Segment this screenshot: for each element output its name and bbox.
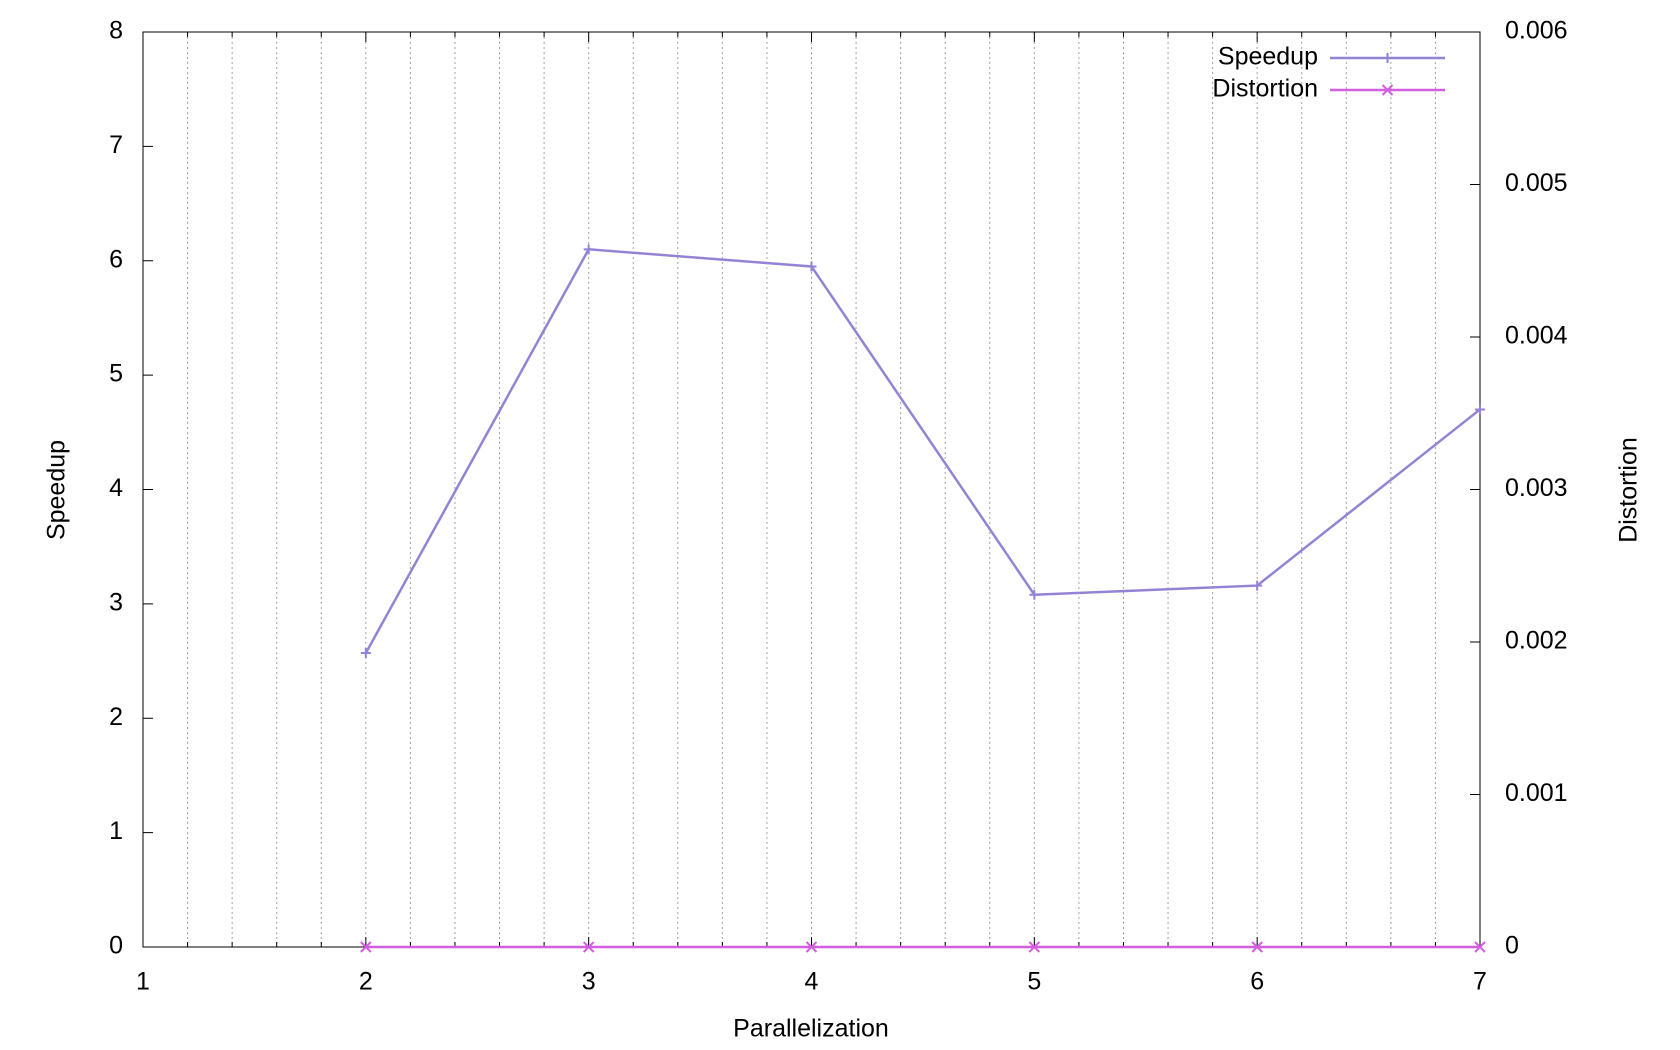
plot-frame xyxy=(142,31,1481,948)
point xyxy=(1381,84,1394,96)
x-axis-label: Parallelization xyxy=(733,1015,889,1043)
x-tick-label: 5 xyxy=(1027,968,1041,996)
x-tick-label: 1 xyxy=(136,968,150,996)
y2-tick-label: 0 xyxy=(1505,932,1519,960)
point xyxy=(1251,941,1263,953)
point xyxy=(1382,53,1393,63)
y-tick-label: 4 xyxy=(109,474,123,502)
x-tick-label: 3 xyxy=(582,968,596,996)
y-axis-label: Speedup xyxy=(43,440,71,540)
y2-tick-label: 0.004 xyxy=(1505,322,1568,350)
point xyxy=(360,941,372,953)
x-tick-label: 6 xyxy=(1250,968,1264,996)
point xyxy=(806,261,817,272)
x-tick-label: 2 xyxy=(359,968,373,996)
point xyxy=(1475,404,1485,415)
y2-tick-label: 0.005 xyxy=(1505,169,1568,197)
y-tick-label: 7 xyxy=(109,131,123,159)
x-tick-label: 7 xyxy=(1473,968,1487,996)
y-tick-label: 2 xyxy=(109,703,123,731)
y-tick-label: 0 xyxy=(109,932,123,960)
point xyxy=(583,244,594,255)
y-tick-label: 3 xyxy=(109,588,123,616)
y2-tick-label: 0.003 xyxy=(1505,474,1568,502)
point xyxy=(1474,941,1486,953)
point xyxy=(1028,941,1041,953)
x-tick-label: 4 xyxy=(805,968,819,996)
point xyxy=(805,941,818,953)
legend-label: Distortion xyxy=(1212,75,1318,103)
series-line xyxy=(364,248,1481,654)
point xyxy=(1252,580,1263,591)
y2-tick-label: 0.002 xyxy=(1505,627,1568,655)
point xyxy=(1029,589,1040,600)
y-tick-label: 1 xyxy=(109,817,123,845)
y2-axis-label: Distortion xyxy=(1615,437,1643,543)
y-tick-label: 6 xyxy=(109,245,123,273)
y2-tick-label: 0.006 xyxy=(1505,17,1568,45)
y-tick-label: 5 xyxy=(109,360,123,388)
y2-tick-label: 0.001 xyxy=(1505,779,1568,807)
legend-label: Speedup xyxy=(1218,43,1318,71)
y-tick-label: 8 xyxy=(109,17,123,45)
point xyxy=(360,648,371,659)
point xyxy=(582,941,595,953)
